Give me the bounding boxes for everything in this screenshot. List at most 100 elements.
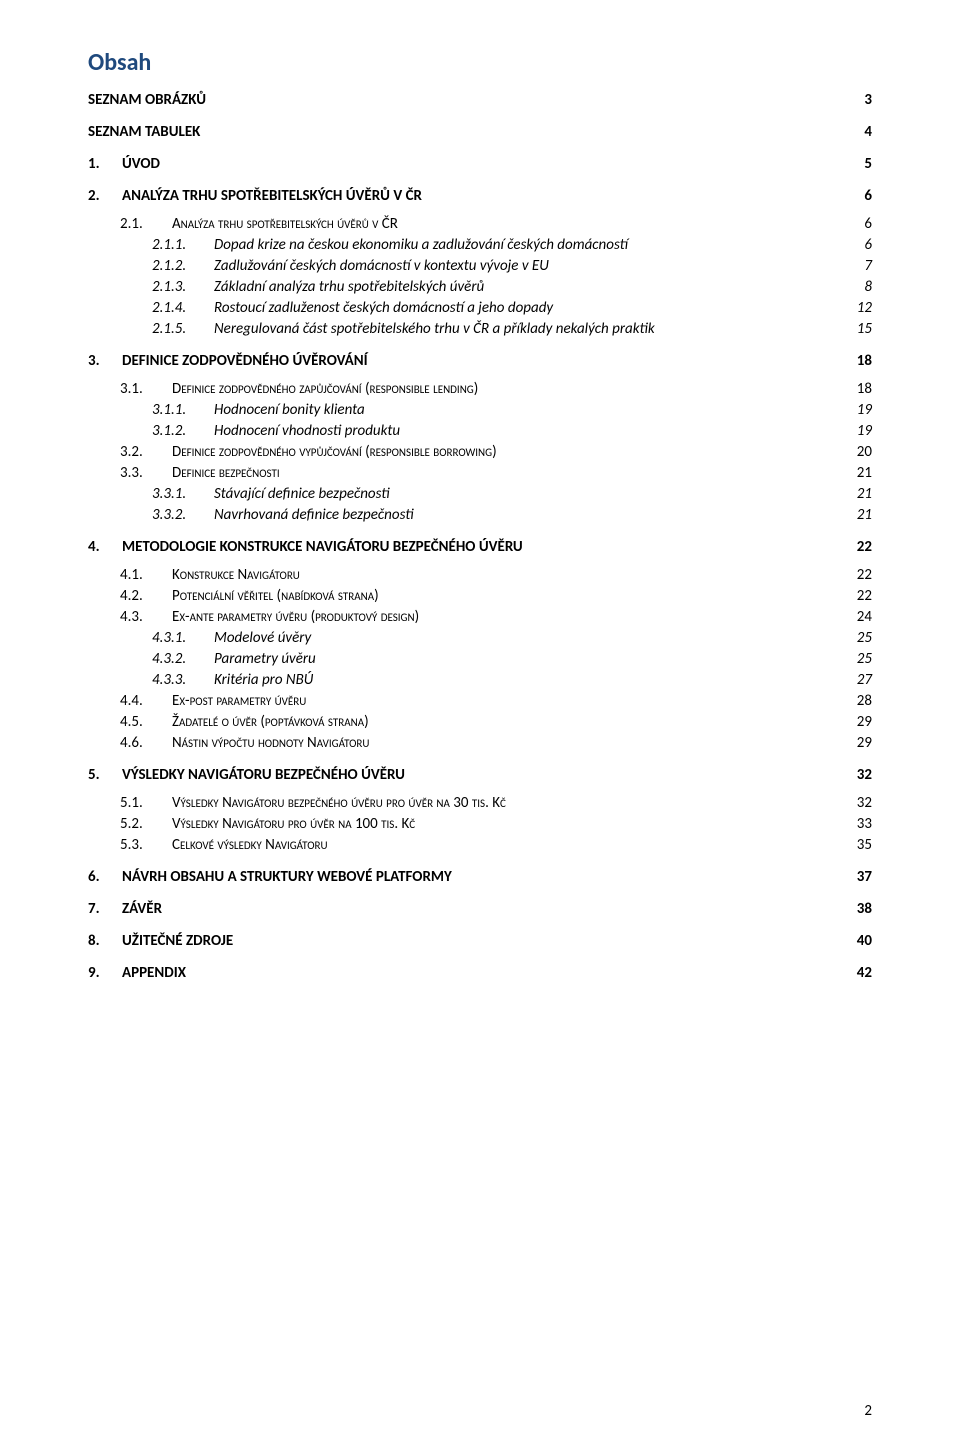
toc-entry-number: 2.1.2. — [152, 257, 214, 275]
toc-entry: 4.1.Konstrukce Navigátoru22 — [88, 566, 872, 584]
toc-entry-page: 20 — [857, 443, 872, 461]
toc-entry-page: 24 — [857, 608, 872, 626]
toc-entry-number: 2.1.4. — [152, 299, 214, 317]
toc-entry: 3.DEFINICE ZODPOVĚDNÉHO ÚVĚROVÁNÍ18 — [88, 352, 872, 370]
toc-entry-page: 37 — [857, 868, 872, 886]
toc-entry: 1.ÚVOD5 — [88, 155, 872, 173]
toc-entry: 4.6.Nástin výpočtu hodnoty Navigátoru 29 — [88, 734, 872, 752]
toc-entry-page: 21 — [857, 506, 872, 524]
toc-entry-label: 4.3.Ex-ante parametry úvěru (produktový … — [120, 608, 419, 626]
toc-entry-label: 2.1.2.Zadlužování českých domácností v k… — [152, 257, 549, 275]
toc-entry-text: Ex-post parametry úvěru — [172, 692, 306, 710]
toc-entry-label: 4.4.Ex-post parametry úvěru — [120, 692, 306, 710]
toc-entry-label: 4.5.Žadatelé o úvěr (poptávková strana) — [120, 713, 369, 731]
toc-entry: 3.1.2.Hodnocení vhodnosti produktu19 — [88, 422, 872, 440]
toc-entry: 4.METODOLOGIE KONSTRUKCE NAVIGÁTORU BEZP… — [88, 538, 872, 556]
toc-entry-number: 5.1. — [120, 794, 172, 812]
toc-entry: 2.1.4.Rostoucí zadluženost českých domác… — [88, 299, 872, 317]
toc-entry-page: 32 — [857, 794, 872, 812]
toc-entry-text: NÁVRH OBSAHU A STRUKTURY WEBOVÉ PLATFORM… — [122, 868, 452, 886]
toc-entry-page: 25 — [857, 650, 872, 668]
toc-entry-page: 42 — [857, 964, 872, 982]
toc-entry-label: 3.1.2.Hodnocení vhodnosti produktu — [152, 422, 400, 440]
toc-entry-text: Definice bezpečnosti — [172, 464, 280, 482]
toc-entry: 5.VÝSLEDKY NAVIGÁTORU BEZPEČNÉHO ÚVĚRU 32 — [88, 766, 872, 784]
toc-entry-page: 18 — [857, 380, 872, 398]
toc-entry: 2.1.5.Neregulovaná část spotřebitelského… — [88, 320, 872, 338]
toc-entry-page: 27 — [857, 671, 872, 689]
toc-entry-label: 5.1.Výsledky Navigátoru bezpečného úvěru… — [120, 794, 506, 812]
toc-entry-label: 5.3.Celkové výsledky Navigátoru — [120, 836, 328, 854]
toc-entry-label: 3.1.1.Hodnocení bonity klienta — [152, 401, 365, 419]
toc-entry: 2.1.Analýza trhu spotřebitelských úvěrů … — [88, 215, 872, 233]
toc-entry-label: 4.METODOLOGIE KONSTRUKCE NAVIGÁTORU BEZP… — [88, 538, 523, 556]
toc-entry: 2.ANALÝZA TRHU SPOTŘEBITELSKÝCH ÚVĚRŮ V … — [88, 187, 872, 205]
toc-entry-number: 4.3. — [120, 608, 172, 626]
toc-entry: 2.1.3.Základní analýza trhu spotřebitels… — [88, 278, 872, 296]
toc-entry-page: 4 — [864, 123, 872, 141]
toc-entry-label: 2.ANALÝZA TRHU SPOTŘEBITELSKÝCH ÚVĚRŮ V … — [88, 187, 422, 205]
toc-entry-page: 19 — [857, 401, 872, 419]
toc-entry-label: 4.6.Nástin výpočtu hodnoty Navigátoru — [120, 734, 369, 752]
toc-entry: 3.1.Definice zodpovědného zapůjčování (r… — [88, 380, 872, 398]
toc-entry-number: 4.3.1. — [152, 629, 214, 647]
toc-entry-text: Neregulovaná část spotřebitelského trhu … — [214, 320, 655, 338]
toc-entry-page: 6 — [864, 236, 872, 254]
toc-entry-number: 4.6. — [120, 734, 172, 752]
toc-entry-text: Definice zodpovědného vypůjčování (respo… — [172, 443, 497, 461]
toc-entry-number: 8. — [88, 932, 122, 950]
toc-entry: 2.1.2.Zadlužování českých domácností v k… — [88, 257, 872, 275]
toc-entry-number: 4.3.3. — [152, 671, 214, 689]
toc-entry-number: 2. — [88, 187, 122, 205]
toc-entry-text: ÚVOD — [122, 155, 160, 173]
toc-entry-page: 7 — [864, 257, 872, 275]
toc-entry-text: Modelové úvěry — [214, 629, 311, 647]
toc-entry-label: 2.1.4.Rostoucí zadluženost českých domác… — [152, 299, 553, 317]
toc-entry-label: 3.DEFINICE ZODPOVĚDNÉHO ÚVĚROVÁNÍ — [88, 352, 368, 370]
toc-entry: 3.3.2.Navrhovaná definice bezpečnosti21 — [88, 506, 872, 524]
toc-entry-text: Definice zodpovědného zapůjčování (respo… — [172, 380, 478, 398]
toc-entry: 9.APPENDIX 42 — [88, 964, 872, 982]
toc-entry-label: 4.2.Potenciální věřitel (nabídková stran… — [120, 587, 379, 605]
toc-entry-label: 1.ÚVOD — [88, 155, 160, 173]
toc-entry: 4.3.1.Modelové úvěry 25 — [88, 629, 872, 647]
toc-entry-page: 40 — [857, 932, 872, 950]
toc-entry-number: 9. — [88, 964, 122, 982]
toc-entry-number: 3.3.2. — [152, 506, 214, 524]
toc-entry-text: Rostoucí zadluženost českých domácností … — [214, 299, 553, 317]
toc-entry-text: Základní analýza trhu spotřebitelských ú… — [214, 278, 484, 296]
toc-entry-text: APPENDIX — [122, 964, 186, 982]
toc-entry: 7.ZÁVĚR38 — [88, 900, 872, 918]
toc-entry: 4.5.Žadatelé o úvěr (poptávková strana) 2… — [88, 713, 872, 731]
toc-entry-page: 29 — [857, 734, 872, 752]
toc-entry-label: SEZNAM TABULEK — [88, 123, 200, 141]
toc-entry: 6.NÁVRH OBSAHU A STRUKTURY WEBOVÉ PLATFO… — [88, 868, 872, 886]
toc-entry: SEZNAM OBRÁZKŮ3 — [88, 91, 872, 109]
toc-entry-label: 2.1.Analýza trhu spotřebitelských úvěrů … — [120, 215, 398, 233]
toc-entry-number: 4.5. — [120, 713, 172, 731]
toc-entry-number: 5. — [88, 766, 122, 784]
toc-entry-text: METODOLOGIE KONSTRUKCE NAVIGÁTORU BEZPEČ… — [122, 538, 523, 556]
toc-entry-label: 7.ZÁVĚR — [88, 900, 162, 918]
toc-entry-page: 6 — [864, 215, 872, 233]
toc-entry-label: 2.1.3.Základní analýza trhu spotřebitels… — [152, 278, 484, 296]
toc-entry-page: 3 — [864, 91, 872, 109]
toc-entry-label: 4.1.Konstrukce Navigátoru — [120, 566, 300, 584]
toc-entry-label: 9.APPENDIX — [88, 964, 186, 982]
toc-entry-text: Potenciální věřitel (nabídková strana) — [172, 587, 379, 605]
toc-entry-number: 4.1. — [120, 566, 172, 584]
toc-entry: 5.2.Výsledky Navigátoru pro úvěr na 100 … — [88, 815, 872, 833]
toc-entry-label: 6.NÁVRH OBSAHU A STRUKTURY WEBOVÉ PLATFO… — [88, 868, 452, 886]
toc-entry-page: 22 — [857, 538, 872, 556]
toc-entry-label: 3.3.1.Stávající definice bezpečnosti — [152, 485, 390, 503]
toc-entry: 3.2.Definice zodpovědného vypůjčování (r… — [88, 443, 872, 461]
toc-entry-page: 6 — [864, 187, 872, 205]
toc-entry-page: 25 — [857, 629, 872, 647]
toc-entry-page: 28 — [857, 692, 872, 710]
toc-entry-page: 32 — [857, 766, 872, 784]
toc-entry-label: 5.VÝSLEDKY NAVIGÁTORU BEZPEČNÉHO ÚVĚRU — [88, 766, 405, 784]
toc-entry-number: 4.2. — [120, 587, 172, 605]
toc-entry-page: 29 — [857, 713, 872, 731]
toc-entry-text: Kritéria pro NBÚ — [214, 671, 313, 689]
toc-entry-number: 3.3. — [120, 464, 172, 482]
